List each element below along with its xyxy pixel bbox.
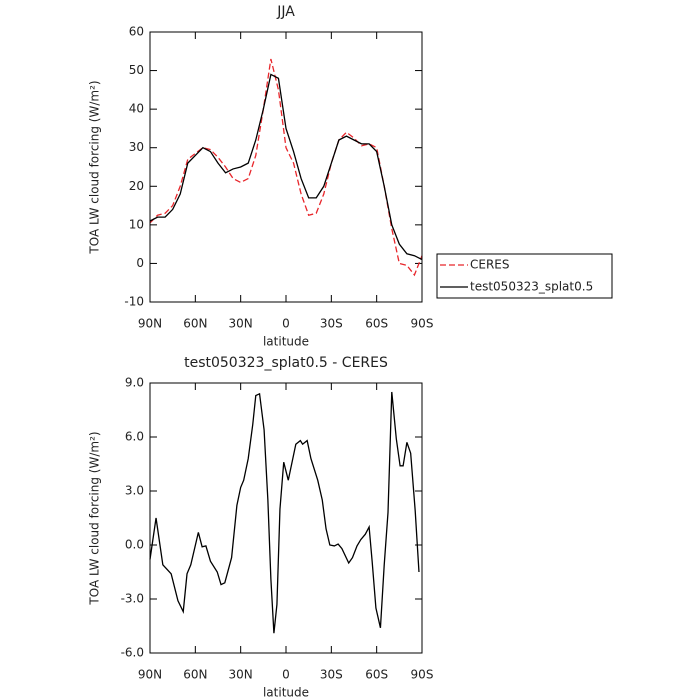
plot-frame [149,31,423,303]
y-tick-label: -3.0 [121,592,144,606]
chart-title: JJA [276,4,295,20]
y-tick-label: 0 [136,256,144,270]
series-line [149,391,420,634]
x-axis-title: latitude [263,686,309,700]
x-tick-label: 90N [138,317,162,331]
x-tick-label: 60N [183,317,207,331]
x-tick-label: 90N [138,668,162,682]
y-tick-label: 10 [129,217,144,231]
x-tick-label: 30S [320,317,343,331]
y-tick-label: 20 [129,179,144,193]
y-tick-label: 60 [129,25,144,39]
x-tick-label: 0 [282,668,290,682]
y-tick-label: 50 [129,63,144,77]
series-line [149,73,423,261]
x-tick-label: 30N [229,317,253,331]
legend-label: test050323_splat0.5 [470,280,593,294]
y-tick-label: 3.0 [125,484,144,498]
x-tick-label: 60S [365,317,388,331]
y-tick-label: 30 [129,140,144,154]
y-tick-label: 9.0 [125,376,144,390]
x-tick-label: 90S [411,668,434,682]
legend-box [436,253,613,299]
x-tick-label: 90S [411,317,434,331]
legend-label: CERES [470,258,510,272]
x-tick-label: 30S [320,668,343,682]
y-axis-title: TOA LW cloud forcing (W/m²) [88,80,102,254]
x-tick-label: 30N [229,668,253,682]
y-tick-label: -6.0 [121,646,144,660]
x-tick-label: 60S [365,668,388,682]
chart-title: test050323_splat0.5 - CERES [184,355,388,371]
x-tick-label: 60N [183,668,207,682]
series-line [149,58,423,277]
y-tick-label: 40 [129,102,144,116]
y-tick-label: -10 [124,295,144,309]
x-tick-label: 0 [282,317,290,331]
y-tick-label: 0.0 [125,538,144,552]
plot-frame [149,382,423,654]
y-axis-title: TOA LW cloud forcing (W/m²) [88,431,102,605]
y-tick-label: 6.0 [125,430,144,444]
x-axis-title: latitude [263,335,309,349]
